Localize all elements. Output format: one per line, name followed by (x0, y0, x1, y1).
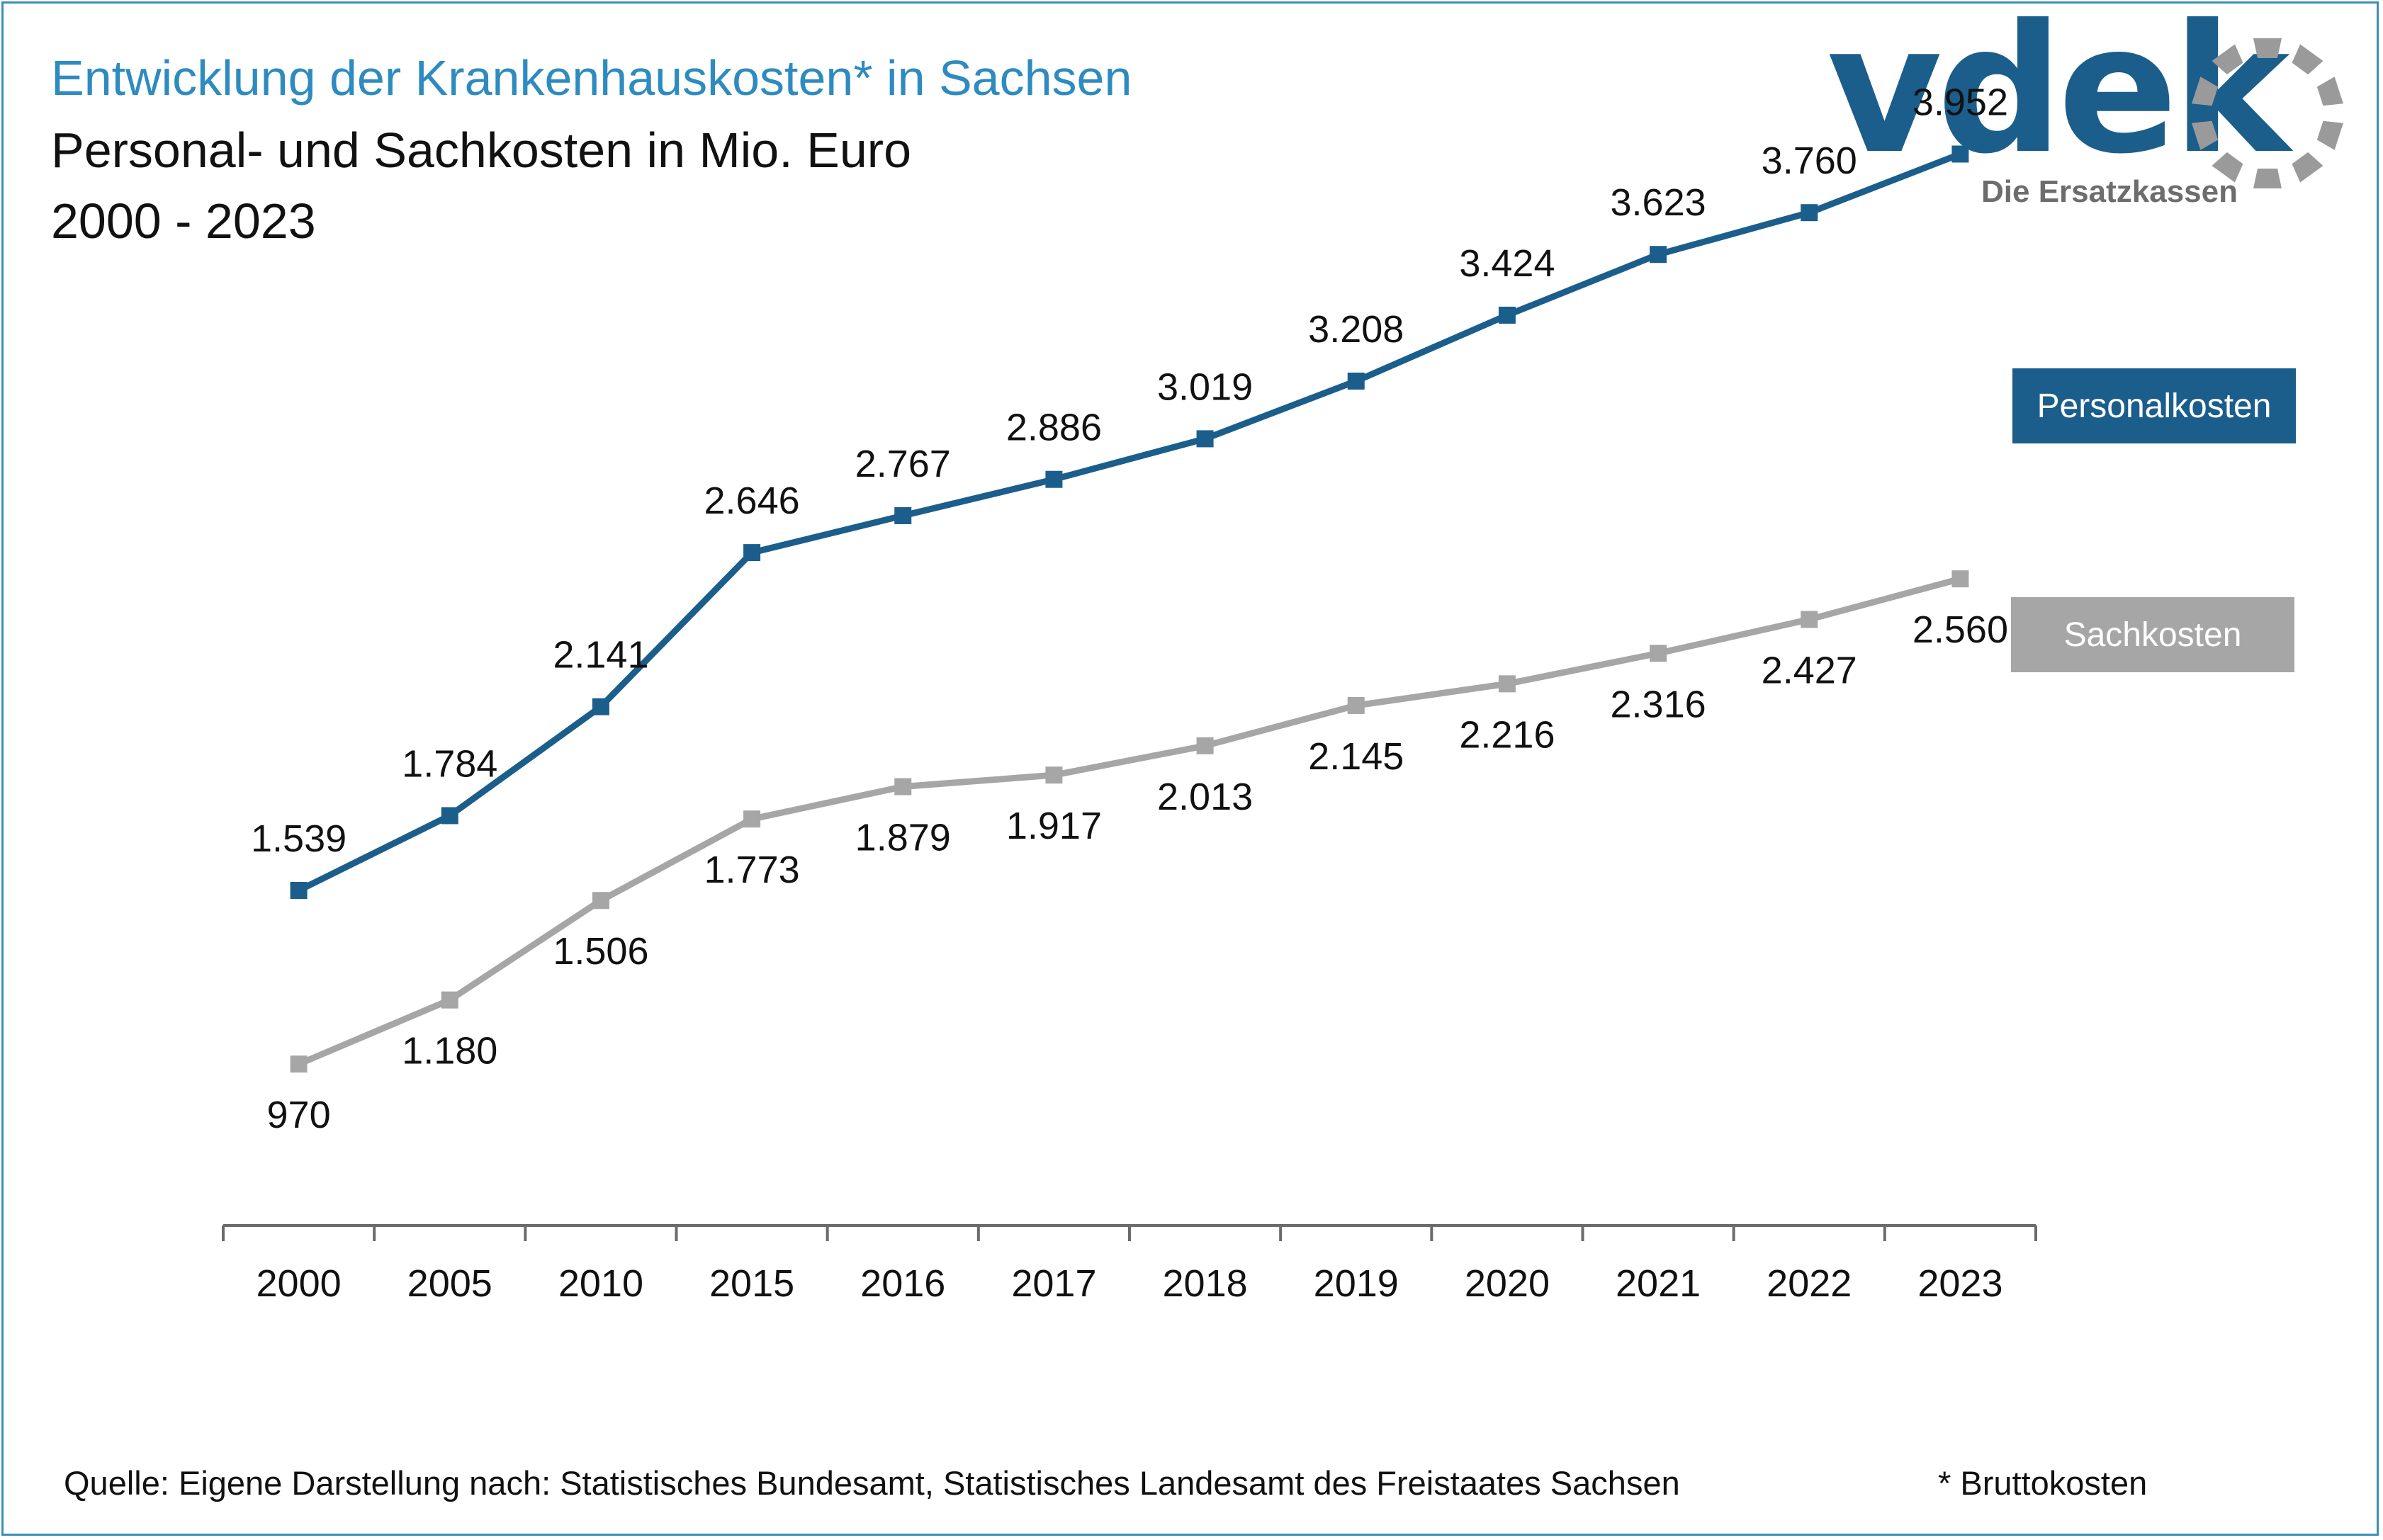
personalkosten-point (1801, 204, 1818, 222)
sachkosten-data-label: 1.506 (553, 930, 648, 973)
x-tick-label: 2020 (1465, 1262, 1550, 1305)
logo-ring-icon (2192, 38, 2343, 188)
personalkosten-data-label: 1.784 (402, 742, 497, 785)
sachkosten-point (290, 1055, 308, 1073)
sachkosten-point (441, 991, 458, 1009)
personalkosten-data-label: 3.952 (1912, 81, 2008, 123)
x-tick-label: 2010 (558, 1262, 643, 1305)
personalkosten-point (1045, 470, 1063, 488)
x-tick-label: 2015 (709, 1262, 794, 1305)
sachkosten-data-label: 2.316 (1611, 683, 1706, 725)
x-tick-label: 2023 (1917, 1262, 2002, 1305)
sachkosten-point (1045, 766, 1063, 784)
personalkosten-data-label: 2.767 (855, 443, 951, 485)
personalkosten-data-label: 2.141 (553, 634, 648, 676)
sachkosten-line (297, 575, 1961, 1068)
sachkosten-data-label: 1.917 (1006, 805, 1102, 847)
chart-title: Entwicklung der Krankenhauskosten* in Sa… (51, 50, 1132, 106)
logo-ring-segment (2212, 152, 2243, 183)
personalkosten-point (894, 506, 912, 524)
personalkosten-data-label: 2.646 (704, 480, 800, 522)
sachkosten-point (894, 778, 912, 796)
personalkosten-point (592, 698, 609, 715)
personalkosten-point (1196, 430, 1214, 448)
logo-tagline: Die Ersatzkassen (1981, 174, 2238, 209)
sachkosten-point (1196, 737, 1214, 754)
logo-ring-segment (2316, 120, 2343, 150)
logo-ring-segment (2192, 77, 2219, 106)
sachkosten-data-label: 1.773 (704, 849, 800, 891)
personalkosten-point (1347, 372, 1365, 390)
logo-ring-segment (2292, 152, 2323, 183)
x-tick-label: 2000 (257, 1262, 342, 1305)
personalkosten-line (297, 151, 1962, 894)
sachkosten-point (1650, 645, 1667, 662)
personalkosten-point (1650, 246, 1667, 264)
sachkosten-point (592, 892, 609, 910)
x-tick-label: 2016 (860, 1262, 945, 1305)
sachkosten-point (1801, 611, 1818, 628)
sachkosten-data-label: 2.560 (1912, 608, 2008, 651)
sachkosten-data-label: 2.145 (1308, 735, 1404, 778)
personalkosten-point (1951, 145, 1969, 163)
personalkosten-data-label: 3.019 (1157, 366, 1253, 408)
x-axis: 2000 2005 2010 2015 2016 2017 2018 2019 2020 2021… (222, 1224, 2037, 1305)
x-tick-label: 2021 (1616, 1262, 1701, 1305)
personalkosten-data-label: 2.886 (1006, 407, 1102, 449)
x-tick-label: 2017 (1011, 1262, 1096, 1305)
logo-ring-segment (2192, 120, 2219, 150)
personalkosten-data-label: 3.760 (1762, 140, 1857, 182)
legend-sachkosten: Sachkosten (2011, 597, 2294, 672)
logo-ring-segment (2212, 44, 2243, 75)
personalkosten-point (743, 544, 761, 562)
sachkosten-data-label: 1.879 (855, 817, 951, 859)
sachkosten-data-label: 2.216 (1459, 713, 1555, 756)
data-labels: 1.539 1.784 2.141 2.646 2.767 2.886 3.019 3.208… (251, 81, 2008, 1136)
personalkosten-point (290, 881, 308, 899)
personalkosten-data-label: 3.208 (1308, 308, 1404, 351)
x-tick-label: 2019 (1314, 1262, 1399, 1305)
sachkosten-point (1951, 570, 1969, 588)
sachkosten-data-label: 2.427 (1762, 649, 1857, 691)
logo-ring-segment (2253, 169, 2282, 188)
legend-personalkosten: Personalkosten (2012, 368, 2296, 443)
vdek-logo: vdek Die Ersatzkassen (1814, 1, 2353, 213)
footnote-bruttokosten: * Bruttokosten (1938, 1464, 2148, 1502)
logo-ring-segment (2316, 77, 2343, 106)
sachkosten-data-label: 970 (267, 1094, 331, 1136)
personalkosten-data-label: 3.424 (1459, 242, 1555, 285)
x-tick-label: 2018 (1163, 1262, 1248, 1305)
personalkosten-point (1498, 306, 1516, 324)
personalkosten-point (441, 807, 458, 825)
source-note: Quelle: Eigene Darstellung nach: Statist… (64, 1464, 1680, 1502)
sachkosten-point (1347, 696, 1365, 714)
personalkosten-data-label: 1.539 (251, 817, 347, 860)
series-layer (290, 145, 1969, 1073)
sachkosten-data-label: 1.180 (402, 1030, 497, 1072)
chart-period: 2000 - 2023 (51, 193, 316, 249)
personalkosten-data-label: 3.623 (1611, 181, 1706, 224)
sachkosten-data-label: 2.013 (1157, 776, 1253, 818)
x-tick-label: 2022 (1767, 1262, 1852, 1305)
sachkosten-point (743, 810, 761, 828)
sachkosten-point (1498, 675, 1516, 693)
chart-subtitle: Personal- und Sachkosten in Mio. Euro (51, 123, 911, 178)
x-tick-label: 2005 (407, 1262, 492, 1305)
logo-ring-segment (2292, 44, 2323, 75)
logo-ring-segment (2253, 38, 2282, 58)
